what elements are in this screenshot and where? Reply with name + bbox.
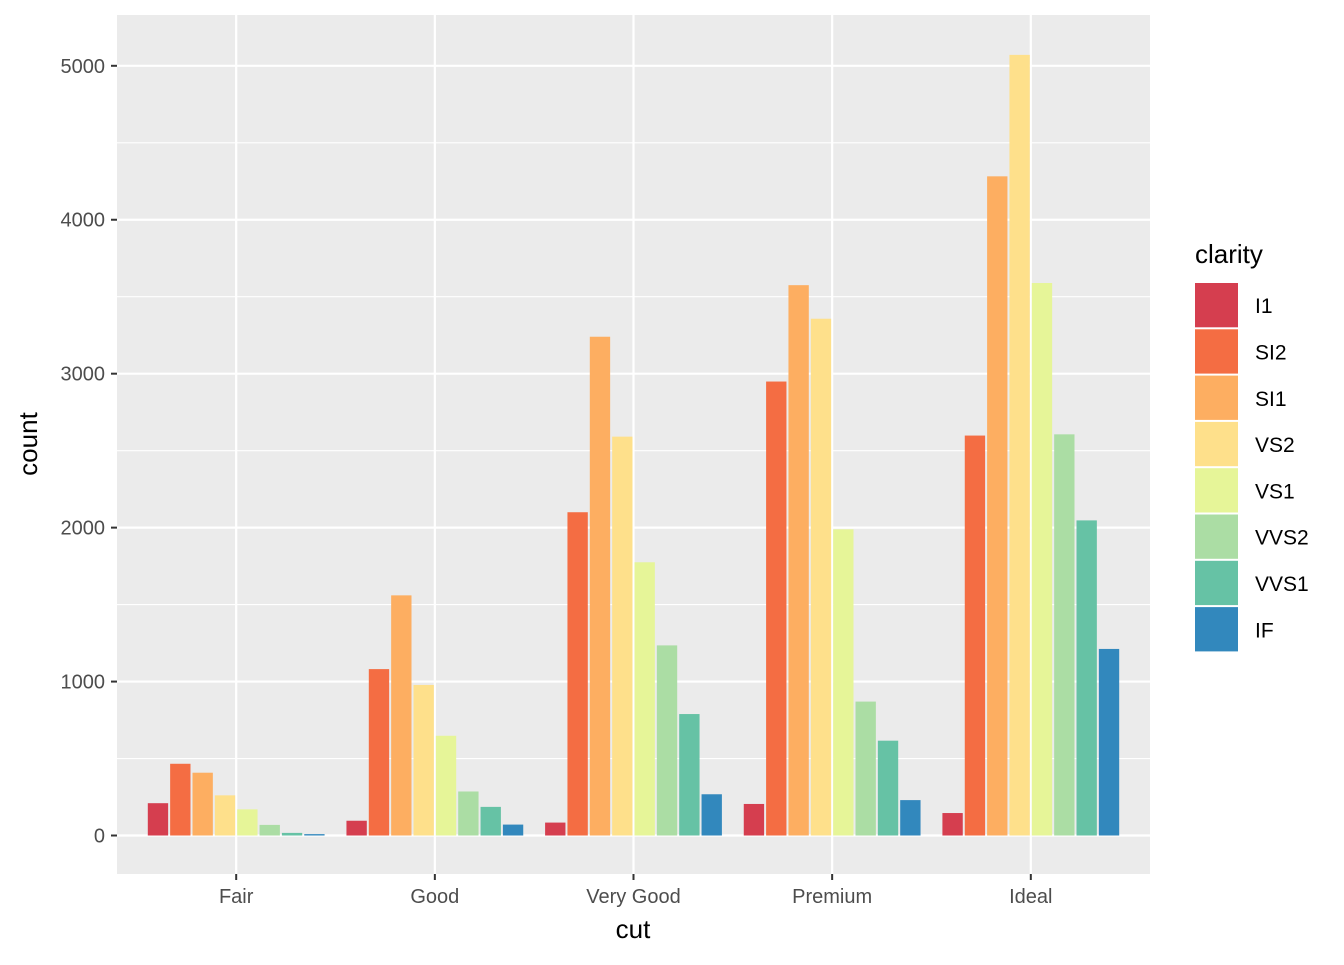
bar-vvs2-premium [855, 701, 876, 836]
bar-si2-ideal [964, 435, 986, 836]
bar-vvs2-ideal [1054, 434, 1075, 836]
legend-label-vvs2: VVS2 [1255, 527, 1309, 550]
bar-vs2-ideal [1009, 54, 1030, 836]
bar-if-fair [304, 834, 325, 836]
bar-si2-very-good [567, 512, 588, 836]
bar-vvs2-very-good [656, 645, 678, 836]
legend-key-si2 [1195, 329, 1238, 374]
bar-vs1-fair [237, 809, 258, 836]
bar-si2-premium [766, 381, 787, 836]
legend-label-vvs1: VVS1 [1255, 573, 1309, 596]
x-tick-label: Ideal [1009, 886, 1052, 908]
bar-vvs1-good [480, 806, 501, 836]
bar-vs1-ideal [1031, 283, 1053, 836]
axes: 0 1000 2000 3000 4000 5000 Fair Good Very Good Pr… [61, 56, 1053, 908]
legend-label-si2: SI2 [1255, 341, 1287, 364]
y-axis-title: count [13, 411, 43, 475]
bar-si2-good [368, 669, 390, 836]
legend-label-si1: SI1 [1255, 388, 1287, 411]
x-tick-label: Good [410, 886, 459, 908]
bar-si1-very-good [589, 336, 611, 836]
x-tick-label: Fair [219, 886, 254, 908]
bar-si1-ideal [987, 176, 1008, 836]
bar-if-very-good [701, 794, 722, 836]
y-tick-label: 2000 [61, 518, 106, 540]
y-tick-label: 5000 [61, 56, 106, 78]
legend-title: clarity [1195, 239, 1263, 269]
bar-si1-fair [192, 772, 213, 836]
legend-key-vs2 [1195, 421, 1238, 467]
legend-key-si1 [1195, 375, 1238, 420]
bar-vvs1-premium [877, 740, 899, 836]
legend-label-if: IF [1255, 619, 1274, 642]
bar-i1-fair [147, 803, 169, 836]
bar-si1-good [391, 595, 412, 836]
bar-vs1-very-good [634, 562, 655, 836]
bar-vs2-fair [214, 795, 236, 836]
bar-if-good [502, 824, 524, 836]
legend-label-vs2: VS2 [1255, 434, 1295, 457]
legend-key-vs1 [1195, 468, 1238, 513]
bar-i1-ideal [942, 813, 963, 836]
bar-vs1-premium [833, 529, 854, 836]
bar-if-premium [900, 800, 921, 836]
y-tick-label: 3000 [61, 364, 106, 386]
bar-vvs1-ideal [1076, 520, 1097, 836]
bar-vvs1-very-good [679, 714, 700, 836]
bar-vs2-premium [810, 318, 832, 836]
legend: clarity I1 SI2 SI1 VS2 VS1 VVS2 VVS1 IF [1195, 239, 1309, 652]
x-tick-label: Premium [792, 886, 872, 908]
bar-vvs2-fair [259, 824, 280, 836]
y-tick-label: 4000 [61, 210, 106, 232]
y-tick-label: 0 [94, 826, 105, 848]
bar-i1-premium [743, 803, 765, 836]
bar-vs2-very-good [612, 436, 633, 836]
x-axis-title: cut [616, 914, 651, 944]
bar-if-ideal [1098, 648, 1120, 836]
bar-vs1-good [435, 735, 457, 836]
bar-vvs1-fair [281, 832, 303, 836]
legend-key-if [1195, 607, 1238, 652]
bar-vs2-good [413, 684, 434, 836]
legend-key-vvs1 [1195, 560, 1238, 606]
bars [147, 54, 1120, 836]
bar-i1-good [346, 820, 367, 836]
legend-key-vvs2 [1195, 514, 1238, 559]
bar-i1-very-good [545, 822, 566, 836]
bar-si2-fair [170, 763, 191, 836]
legend-label-i1: I1 [1255, 295, 1273, 318]
bar-si1-premium [788, 285, 809, 836]
x-tick-label: Very Good [586, 886, 681, 908]
y-tick-label: 1000 [61, 672, 106, 694]
grid-lines [117, 15, 1150, 874]
bar-vvs2-good [458, 791, 479, 836]
legend-label-vs1: VS1 [1255, 480, 1295, 503]
legend-key-i1 [1195, 283, 1238, 328]
